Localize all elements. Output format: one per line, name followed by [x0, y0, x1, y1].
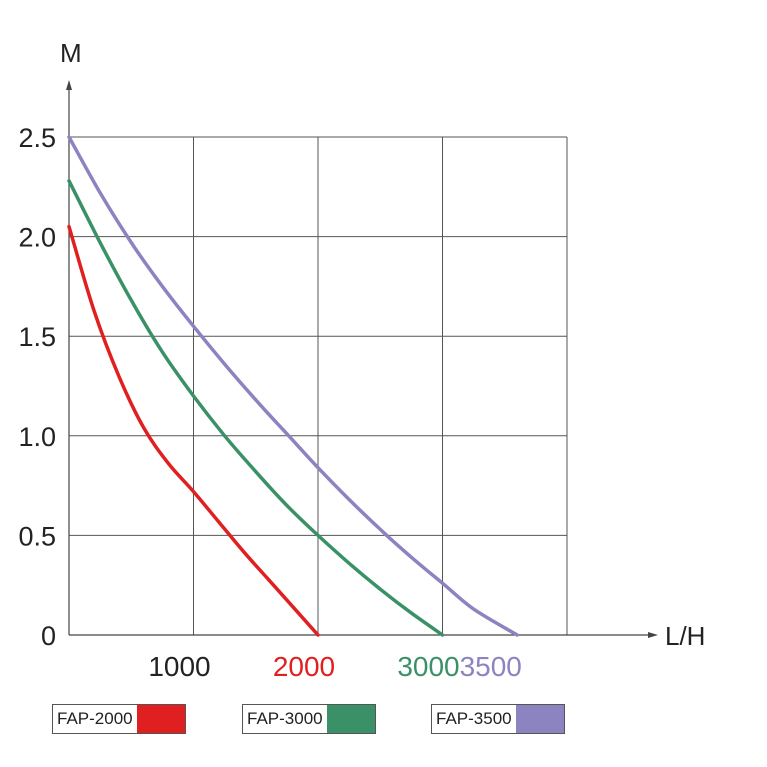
y-tick-label: 0 [41, 621, 56, 651]
series-line-fap-3000 [67, 179, 445, 637]
y-tick-label: 1.0 [18, 422, 56, 452]
x-tick-labels: 1000 2000 3000 3500 [148, 651, 522, 682]
x-axis-arrow-icon [648, 632, 658, 638]
legend-item-fap-3500: FAP-3500 [431, 704, 565, 734]
y-tick-label: 1.5 [18, 322, 56, 352]
x-tick-label: 1000 [148, 651, 210, 682]
x-axis-label: L/H [665, 621, 705, 651]
legend-item-fap-2000: FAP-2000 [52, 704, 186, 734]
legend-swatch [136, 705, 185, 733]
y-tick-labels: 0 0.5 1.0 1.5 2.0 2.5 [18, 123, 56, 651]
series-lines [67, 135, 519, 637]
y-tick-label: 2.0 [18, 223, 56, 253]
legend-swatch [326, 705, 375, 733]
series-line-fap-3500 [67, 135, 519, 637]
x-tick-label: 3000 [397, 651, 459, 682]
x-tick-label: 2000 [273, 651, 335, 682]
legend-item-fap-3000: FAP-3000 [242, 704, 376, 734]
y-tick-label: 2.5 [18, 123, 56, 153]
x-tick-label: 3500 [460, 651, 522, 682]
y-tick-label: 0.5 [18, 521, 56, 551]
y-axis-label: M [60, 38, 82, 68]
legend-label: FAP-3500 [436, 709, 512, 728]
legend-label: FAP-2000 [57, 709, 133, 728]
legend-swatch [515, 705, 564, 733]
legend-label: FAP-3000 [247, 709, 323, 728]
series-line-fap-2000 [67, 224, 320, 637]
grid [69, 136, 568, 635]
y-axis-arrow-icon [66, 80, 72, 90]
